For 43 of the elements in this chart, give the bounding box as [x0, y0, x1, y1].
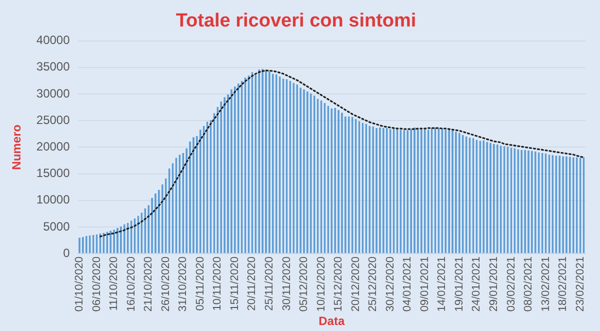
x-tick-label: 25/11/2020	[263, 256, 276, 311]
x-tick-label: 19/01/2021	[453, 256, 466, 312]
x-tick-label: 21/10/2020	[142, 256, 155, 312]
x-tick-label: 10/12/2020	[315, 256, 328, 312]
x-tick-label: 05/12/2020	[298, 256, 310, 312]
x-tick-label: 08/02/2021	[522, 256, 535, 312]
x-tick-label: 14/01/2021	[436, 256, 448, 312]
x-tick-label: 11/10/2020	[108, 256, 120, 311]
y-tick-label: 20000	[36, 139, 70, 154]
y-tick-label: 15000	[36, 166, 70, 180]
x-tick-label: 15/12/2020	[332, 256, 345, 312]
x-tick-label: 31/10/2020	[177, 256, 190, 312]
x-tick-label: 16/10/2020	[125, 256, 138, 312]
x-tick-label: 03/02/2021	[505, 256, 518, 312]
y-tick-label: 0	[63, 246, 70, 260]
y-tick-label: 30000	[36, 86, 70, 100]
x-tick-label: 20/11/2020	[246, 256, 258, 311]
x-tick-label: 29/01/2021	[488, 256, 500, 312]
y-tick-label: 5000	[43, 219, 70, 234]
x-tick-label: 13/02/2021	[540, 256, 552, 312]
x-tick-label: 05/11/2020	[194, 256, 206, 311]
chart-title: Totale ricoveri con sintomi	[176, 10, 416, 32]
x-tick-label: 06/10/2020	[90, 256, 103, 312]
x-tick-label: 30/11/2020	[280, 256, 293, 311]
x-tick-label: 23/02/2021	[574, 256, 586, 312]
x-tick-label: 15/11/2020	[228, 256, 241, 311]
y-tick-label: 25000	[36, 112, 70, 127]
y-tick-label: 10000	[36, 192, 70, 207]
y-tick-label: 35000	[36, 60, 70, 74]
x-tick-label: 04/01/2021	[402, 256, 414, 312]
x-axis-title: Data	[318, 314, 345, 328]
y-axis-title: Numero	[10, 124, 24, 170]
x-tick-label: 10/11/2020	[212, 256, 224, 311]
x-tick-label: 30/12/2020	[384, 256, 396, 312]
x-tick-label: 09/01/2021	[418, 256, 431, 312]
x-tick-label: 18/02/2021	[557, 256, 570, 312]
x-tick-label: 24/01/2021	[470, 256, 483, 312]
x-tick-label: 26/10/2020	[160, 256, 172, 312]
line-series	[99, 70, 585, 238]
x-tick-label: 20/12/2020	[350, 256, 362, 312]
y-tick-label: 40000	[36, 33, 70, 48]
x-tick-label: 01/10/2020	[74, 256, 86, 312]
x-tick-label: 25/12/2020	[367, 256, 380, 312]
